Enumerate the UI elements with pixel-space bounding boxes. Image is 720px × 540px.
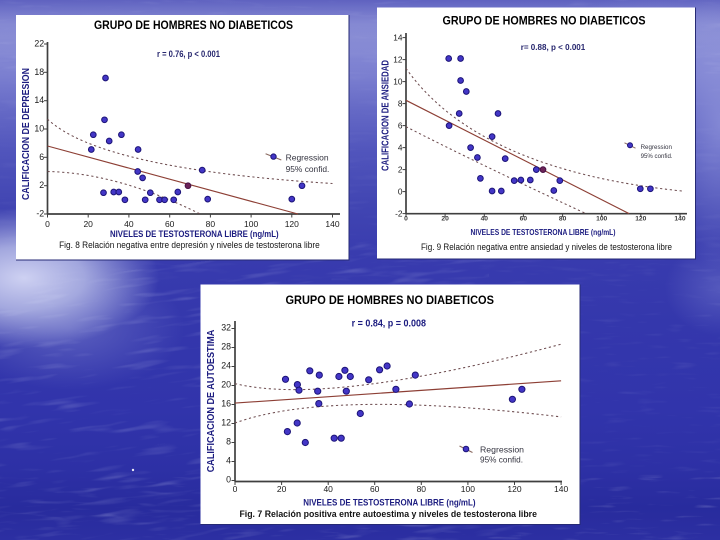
svg-text:6: 6 xyxy=(39,152,44,162)
svg-text:GRUPO DE HOMBRES NO DIABETICOS: GRUPO DE HOMBRES NO DIABETICOS xyxy=(443,13,646,27)
svg-text:95% confid.: 95% confid. xyxy=(286,164,330,174)
svg-text:10: 10 xyxy=(34,124,44,134)
svg-text:40: 40 xyxy=(323,484,333,494)
svg-text:120: 120 xyxy=(285,219,299,229)
svg-text:CALIFICACION DE AUTOESTIMA: CALIFICACION DE AUTOESTIMA xyxy=(206,330,217,473)
svg-text:140: 140 xyxy=(554,484,568,494)
svg-text:24: 24 xyxy=(221,361,231,371)
svg-text:4: 4 xyxy=(226,456,231,466)
svg-text:0: 0 xyxy=(226,475,231,485)
svg-text:32: 32 xyxy=(221,323,231,333)
svg-text:NIVELES DE TESTOSTERONA LIBRE: NIVELES DE TESTOSTERONA LIBRE (ng/mL) xyxy=(471,227,616,237)
svg-text:140: 140 xyxy=(325,219,339,229)
svg-text:r= 0.88, p < 0.001: r= 0.88, p < 0.001 xyxy=(521,42,586,52)
svg-text:18: 18 xyxy=(34,67,44,77)
svg-text:95% confid.: 95% confid. xyxy=(480,455,523,465)
svg-text:2: 2 xyxy=(39,180,44,190)
svg-text:100: 100 xyxy=(461,484,475,494)
svg-text:0: 0 xyxy=(45,219,50,229)
svg-text:40: 40 xyxy=(481,216,489,223)
svg-text:Regression: Regression xyxy=(286,153,329,163)
svg-text:40: 40 xyxy=(124,219,134,229)
svg-text:0: 0 xyxy=(233,484,238,494)
svg-text:20: 20 xyxy=(83,219,93,229)
svg-text:Regression: Regression xyxy=(480,445,524,455)
svg-text:CALIFICACION DE DEPRESION: CALIFICACION DE DEPRESION xyxy=(21,68,32,200)
svg-text:Regression: Regression xyxy=(641,144,673,151)
svg-text:95% confid.: 95% confid. xyxy=(641,153,673,160)
svg-text:8: 8 xyxy=(226,437,231,447)
svg-text:100: 100 xyxy=(596,216,607,223)
svg-text:Fig. 8 Relación negativa entr: Fig. 8 Relación negativa entre depresión… xyxy=(59,240,320,250)
svg-text:10: 10 xyxy=(393,76,403,86)
svg-text:r = 0.76, p < 0.001: r = 0.76, p < 0.001 xyxy=(157,49,220,59)
svg-text:120: 120 xyxy=(507,484,521,494)
svg-text:20: 20 xyxy=(277,484,287,494)
svg-text:4: 4 xyxy=(398,142,403,152)
svg-text:80: 80 xyxy=(206,219,216,229)
svg-text:12: 12 xyxy=(393,54,403,64)
svg-text:Fig. 9 Relación negativa entre: Fig. 9 Relación negativa entre ansiedad … xyxy=(421,242,672,252)
svg-text:CALIFICACION DE ANSIEDAD: CALIFICACION DE ANSIEDAD xyxy=(381,60,392,171)
svg-text:-2: -2 xyxy=(36,209,44,219)
svg-text:0: 0 xyxy=(398,186,403,196)
svg-text:22: 22 xyxy=(34,39,44,49)
svg-text:16: 16 xyxy=(221,399,231,409)
svg-text:12: 12 xyxy=(221,418,231,428)
svg-text:6: 6 xyxy=(398,120,403,130)
svg-text:28: 28 xyxy=(221,342,231,352)
svg-text:0: 0 xyxy=(404,216,408,223)
svg-text:14: 14 xyxy=(34,95,44,105)
svg-text:NIVELES DE TESTOSTERONA LIBRE: NIVELES DE TESTOSTERONA LIBRE (ng/mL) xyxy=(303,497,475,508)
svg-text:60: 60 xyxy=(370,484,380,494)
svg-text:20: 20 xyxy=(441,216,449,223)
svg-text:Fig. 7 Relación positiva entre: Fig. 7 Relación positiva entre autoestim… xyxy=(239,509,537,520)
svg-text:80: 80 xyxy=(559,216,567,223)
svg-text:8: 8 xyxy=(398,98,403,108)
svg-text:NIVELES DE TESTOSTERONA LIBRE: NIVELES DE TESTOSTERONA LIBRE (ng/mL) xyxy=(110,229,279,239)
svg-text:120: 120 xyxy=(635,216,646,223)
svg-text:140: 140 xyxy=(674,216,685,223)
svg-text:-2: -2 xyxy=(395,208,403,218)
svg-text:60: 60 xyxy=(165,219,175,229)
svg-text:60: 60 xyxy=(520,216,528,223)
svg-text:14: 14 xyxy=(393,32,403,42)
svg-text:100: 100 xyxy=(244,219,258,229)
svg-text:2: 2 xyxy=(398,164,403,174)
svg-text:GRUPO DE HOMBRES NO DIABETICOS: GRUPO DE HOMBRES NO DIABETICOS xyxy=(285,293,494,307)
svg-text:r = 0.84, p = 0.008: r = 0.84, p = 0.008 xyxy=(352,317,426,329)
svg-text:80: 80 xyxy=(417,484,427,494)
svg-text:20: 20 xyxy=(221,380,231,390)
svg-text:GRUPO DE HOMBRES NO DIABETICOS: GRUPO DE HOMBRES NO DIABETICOS xyxy=(94,18,293,32)
